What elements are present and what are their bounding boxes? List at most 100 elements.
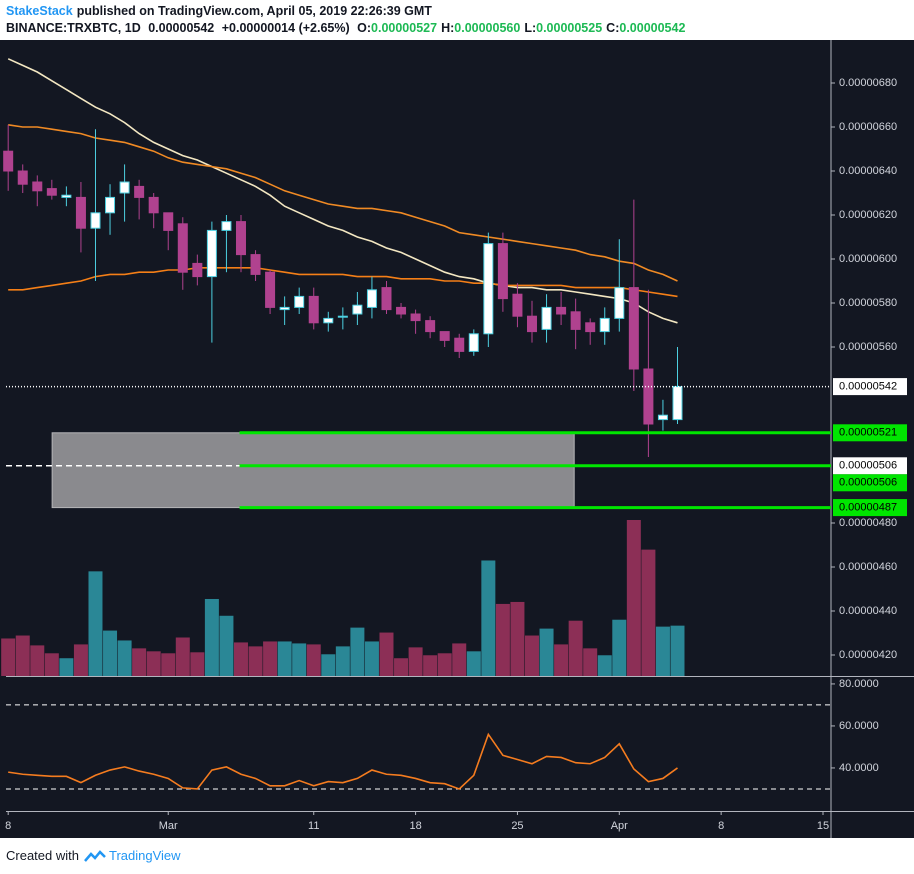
- candle-body: [90, 212, 101, 229]
- volume-bar: [495, 603, 510, 676]
- price-level-label: 0.00000542: [839, 381, 897, 393]
- volume-bar: [277, 641, 292, 676]
- price-level-box: [833, 474, 907, 492]
- ohlc-label: C:: [606, 21, 620, 35]
- x-tick-label: 11: [308, 820, 319, 832]
- volume-bar: [335, 646, 350, 676]
- candle-body: [221, 221, 232, 231]
- candle-body: [483, 243, 494, 335]
- logo: [84, 849, 106, 862]
- candle-body: [541, 306, 552, 330]
- volume-bar: [626, 520, 641, 676]
- x-tick-label: 18: [409, 820, 421, 832]
- candle-body: [672, 386, 683, 421]
- candle-body: [17, 170, 28, 185]
- candle-body: [250, 254, 261, 275]
- y-tick-label: 0.00000640: [839, 165, 897, 177]
- price-level-label: 0.00000487: [839, 502, 897, 514]
- moving-average: [8, 124, 678, 282]
- volume-bar: [263, 641, 278, 676]
- y-tick-label: 0.00000560: [839, 341, 897, 353]
- candle-body: [148, 196, 159, 214]
- volume-bar: [466, 651, 481, 676]
- candle-body: [192, 262, 203, 278]
- volume-bar: [350, 627, 365, 676]
- volume-bar: [510, 601, 525, 676]
- symbol: BINANCE:TRXBTC, 1D: [6, 21, 141, 35]
- volume-bar: [15, 635, 30, 676]
- ohlc-value: 0.00000525: [536, 21, 603, 35]
- volume-bar: [132, 648, 147, 676]
- x-tick-label: 8: [718, 820, 724, 832]
- candle-body: [396, 306, 407, 315]
- candle-body: [337, 315, 348, 318]
- candle-body: [599, 317, 610, 333]
- volume-bar: [146, 651, 161, 676]
- ohlc: O:0.00000527 H:0.00000560 L:0.00000525 C:0.…: [357, 21, 689, 35]
- candle-body: [643, 368, 654, 425]
- volume-bar: [379, 632, 394, 676]
- candle-body: [61, 194, 72, 198]
- candle-body: [163, 212, 174, 231]
- volume-bar: [248, 646, 263, 676]
- candle-body: [497, 243, 508, 300]
- y-tick-label: 0.00000660: [839, 121, 897, 133]
- candle-body: [628, 287, 639, 370]
- volume-bar: [44, 653, 59, 676]
- volume-bar: [655, 626, 670, 676]
- price-level-label: 0.00000506: [839, 477, 897, 489]
- volume-bar: [583, 648, 598, 676]
- price-level-label: 0.00000506: [839, 460, 897, 472]
- moving-average: [7, 58, 678, 324]
- ohlc-label: L:: [524, 21, 537, 35]
- candle-body: [425, 320, 436, 333]
- candle-body: [119, 181, 130, 194]
- y-tick-label: 0.00000620: [839, 209, 897, 221]
- volume-bar: [408, 647, 423, 676]
- volume-bar: [73, 644, 88, 676]
- candle-body: [323, 317, 334, 324]
- candle-body: [556, 306, 567, 315]
- y-tick-label: 0.00000680: [839, 77, 897, 89]
- x-tick-label: 15: [817, 820, 829, 832]
- volume-bar: [554, 644, 569, 676]
- candle-body: [206, 229, 217, 278]
- ohlc-label: O:: [357, 21, 372, 35]
- volume-bar: [452, 643, 467, 676]
- volume-bar: [423, 655, 438, 676]
- volume-bar: [539, 628, 554, 676]
- price-level-box: [833, 499, 907, 517]
- volume-bar: [292, 643, 307, 676]
- volume-bar: [364, 641, 379, 676]
- volume-bar: [30, 645, 45, 676]
- volume-bar: [524, 635, 539, 676]
- candle-body: [570, 311, 581, 330]
- volume-bar: [190, 652, 205, 676]
- x-tick-label: 8: [5, 820, 11, 832]
- candle-body: [439, 331, 450, 341]
- y-tick-label: 0.00000480: [839, 517, 897, 529]
- volume-bar: [612, 619, 627, 676]
- x-tick-label: 25: [511, 820, 523, 832]
- candle-body: [75, 196, 86, 229]
- volume-bar: [1, 638, 16, 676]
- last-price: 0.00000542: [148, 21, 215, 35]
- volume-bar: [437, 653, 452, 676]
- volume-bar: [103, 630, 118, 676]
- volume-bar: [219, 615, 234, 676]
- candle-body: [134, 185, 145, 198]
- footer: Created with TradingView: [6, 848, 181, 863]
- volume-bar: [670, 625, 685, 676]
- candle-body: [468, 333, 479, 352]
- volume-bar: [204, 598, 219, 676]
- y-tick-label: 0.00000580: [839, 297, 897, 309]
- price-level-box: [833, 378, 907, 396]
- zone: [51, 432, 575, 509]
- rsi-tick-label: 60.0000: [839, 720, 879, 732]
- candle-body: [308, 295, 319, 324]
- footer-brand[interactable]: TradingView: [108, 848, 181, 863]
- author[interactable]: StakeStack: [6, 4, 73, 18]
- moving-average: [8, 267, 678, 298]
- footer-text: Created with: [6, 848, 79, 863]
